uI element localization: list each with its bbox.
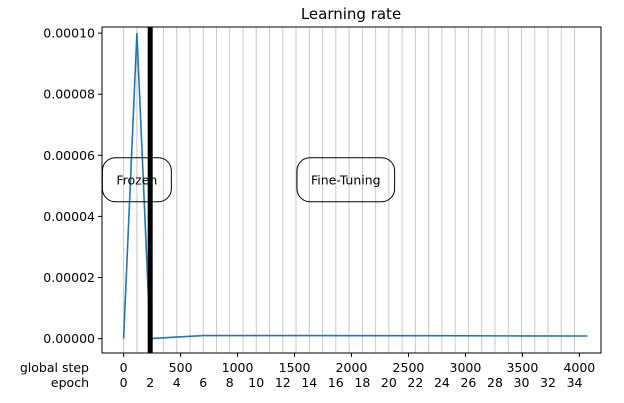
annotations: Frozen Fine-Tuning bbox=[101, 157, 396, 203]
annotation-label: Frozen bbox=[116, 172, 157, 187]
series-line bbox=[122, 33, 588, 340]
epoch-tick-label: 20 bbox=[381, 375, 397, 390]
x-tick-label: 2000 bbox=[336, 360, 368, 375]
y-tick-label: 0.00002 bbox=[43, 270, 95, 285]
x-tick-label: 3500 bbox=[506, 360, 538, 375]
x-tick-label: 4000 bbox=[563, 360, 595, 375]
epoch-tick-label: 32 bbox=[540, 375, 556, 390]
epoch-tick-label: 30 bbox=[514, 375, 530, 390]
epoch-tick-label: 18 bbox=[354, 375, 370, 390]
y-tick-label: 0.00008 bbox=[43, 87, 95, 102]
y-tick-label: 0.00006 bbox=[43, 148, 95, 163]
epoch-tick-label: 6 bbox=[199, 375, 207, 390]
epoch-tick-label: 8 bbox=[226, 375, 234, 390]
y-tick-label: 0.00010 bbox=[43, 26, 95, 41]
epoch-tick-label: 10 bbox=[248, 375, 264, 390]
annotation-label: Fine-Tuning bbox=[311, 172, 381, 187]
global-step-label: global step bbox=[20, 360, 89, 375]
epoch-grid bbox=[123, 27, 576, 353]
annotation-box bbox=[101, 157, 172, 203]
annotation-box bbox=[296, 157, 396, 203]
chart-title: Learning rate bbox=[301, 5, 401, 23]
epoch-tick-label: 4 bbox=[173, 375, 181, 390]
epoch-axis-ticks: 0 2 4 6 8 10 12 14 16 18 20 22 24 26 28 30 32 34 bbox=[120, 375, 583, 390]
x-tick-label: 3000 bbox=[450, 360, 482, 375]
epoch-tick-label: 14 bbox=[301, 375, 317, 390]
y-tick-label: 0.00004 bbox=[43, 209, 95, 224]
y-tick-label: 0.00000 bbox=[43, 331, 95, 346]
x-tick-label: 1500 bbox=[279, 360, 311, 375]
x-axis-ticks: 0 500 1000 1500 2000 2500 3000 3500 4000 bbox=[120, 353, 595, 375]
series-group bbox=[122, 27, 588, 353]
epoch-tick-label: 22 bbox=[407, 375, 423, 390]
epoch-tick-label: 28 bbox=[487, 375, 503, 390]
epoch-tick-label: 12 bbox=[275, 375, 291, 390]
epoch-tick-label: 34 bbox=[567, 375, 583, 390]
epoch-tick-label: 0 bbox=[120, 375, 128, 390]
epoch-tick-label: 2 bbox=[146, 375, 154, 390]
x-tick-label: 500 bbox=[169, 360, 193, 375]
x-tick-label: 2500 bbox=[393, 360, 425, 375]
epoch-tick-label: 26 bbox=[460, 375, 476, 390]
x-tick-label: 1000 bbox=[222, 360, 254, 375]
epoch-tick-label: 16 bbox=[328, 375, 344, 390]
x-tick-label: 0 bbox=[120, 360, 128, 375]
epoch-tick-label: 24 bbox=[434, 375, 450, 390]
epoch-row-label: epoch bbox=[51, 375, 89, 390]
y-axis-ticks: 0.00000 0.00002 0.00004 0.00006 0.00008 0.000… bbox=[43, 26, 102, 346]
